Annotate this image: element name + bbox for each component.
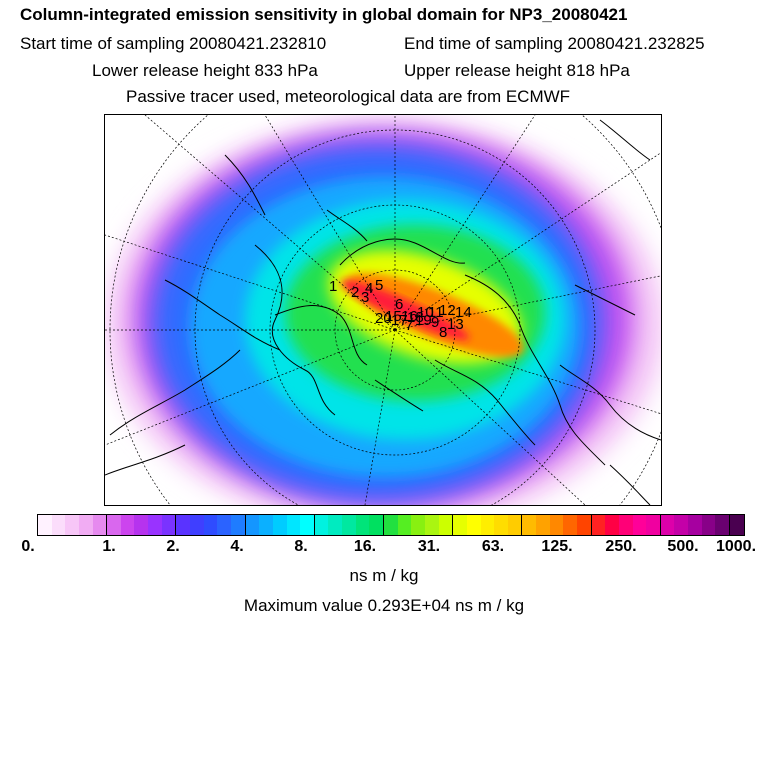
colorbar-segment: [161, 515, 177, 535]
trajectory-labels: 1 2 3 4 5 6 7 8 9 10 11 12 13 14 15 16 1…: [329, 277, 472, 341]
colorbar-tick-label: 1.: [102, 538, 116, 555]
colorbar-segment: [660, 515, 675, 535]
colorbar-segment: [466, 515, 481, 535]
colorbar-segment: [591, 515, 606, 535]
map-label: 12: [439, 302, 456, 319]
colorbar-segment: [688, 515, 702, 535]
map-label: 6: [395, 296, 403, 313]
colorbar-segment: [549, 515, 564, 535]
map-label: 16: [401, 308, 418, 325]
colorbar-segment: [605, 515, 619, 535]
colorbar-segment: [259, 515, 273, 535]
colorbar-segment: [424, 515, 439, 535]
map-label: 15: [385, 308, 402, 325]
colorbar-segment: [494, 515, 508, 535]
colorbar-segment: [411, 515, 425, 535]
map-label: 13: [447, 316, 464, 333]
colorbar-segment: [438, 515, 454, 535]
colorbar-segment: [286, 515, 301, 535]
colorbar-tick-label: 4.: [230, 538, 244, 555]
map-label: 4: [365, 280, 373, 297]
colorbar-tick-label: 8.: [294, 538, 308, 555]
maximum-value-text: Maximum value 0.293E+04 ns m / kg: [243, 596, 525, 615]
colorbar-segment: [576, 515, 592, 535]
colorbar-segment: [480, 515, 495, 535]
colorbar-segment: [328, 515, 343, 535]
colorbar-segment: [107, 515, 121, 535]
colorbar-segment: [536, 515, 550, 535]
map-label: 3: [361, 289, 369, 306]
colorbar-units: ns m / kg: [349, 566, 419, 585]
coastlines: [105, 119, 661, 505]
colorbar-segment: [563, 515, 577, 535]
colorbar-segment: [715, 515, 731, 535]
colorbar-segment: [134, 515, 149, 535]
colorbar-segment: [646, 515, 661, 535]
colorbar-segment: [120, 515, 135, 535]
colorbar-segment: [300, 515, 315, 535]
colorbar-segment: [92, 515, 108, 535]
colorbar-segment: [730, 515, 744, 535]
tracer-info-text: Passive tracer used, meteorological data…: [126, 87, 571, 106]
colorbar-segment: [397, 515, 412, 535]
colorbar-tick-label: 500.: [667, 538, 699, 555]
map-label: 11: [428, 304, 444, 321]
colorbar-segment: [384, 515, 398, 535]
colorbar-segment: [369, 515, 385, 535]
map-label: 7: [405, 317, 413, 334]
end-time-text: End time of sampling 20080421.232825: [404, 34, 705, 53]
colorbar-tick-label: 125.: [541, 538, 573, 555]
chart-title: Column-integrated emission sensitivity i…: [20, 5, 628, 24]
colorbar-segment: [38, 515, 52, 535]
map-label: 1: [329, 278, 337, 295]
map-label: 10: [417, 304, 434, 321]
colorbar-segment: [217, 515, 231, 535]
colorbar-segment: [65, 515, 79, 535]
map-canvas: 1 2 3 4 5 6 7 8 9 10 11 12 13 14 15 16 1…: [105, 115, 661, 505]
colorbar-segment: [230, 515, 246, 535]
colorbar-segment: [355, 515, 370, 535]
colorbar-segment: [245, 515, 260, 535]
plume-red-core: [340, 280, 470, 340]
map-label: 14: [455, 304, 472, 321]
map-label: 2: [351, 284, 359, 301]
colorbar-tick-label: 0.: [21, 538, 35, 555]
colorbar-segment: [314, 515, 329, 535]
colorbar-segment: [674, 515, 689, 535]
colorbar-tick-label: 2.: [166, 538, 180, 555]
colorbar-segment: [701, 515, 716, 535]
colorbar-segment: [522, 515, 537, 535]
colorbar-tick-label: 1000.: [715, 538, 757, 555]
colorbar: [37, 514, 745, 536]
colorbar-tick-label: 31.: [417, 538, 441, 555]
map-label: 5: [375, 277, 383, 294]
colorbar-segment: [190, 515, 204, 535]
graticule: [105, 115, 661, 505]
colorbar-segment: [507, 515, 523, 535]
colorbar-segment: [632, 515, 647, 535]
colorbar-segment: [176, 515, 191, 535]
colorbar-segment: [148, 515, 162, 535]
map-label: 8: [439, 324, 447, 341]
map-label: 19: [415, 312, 432, 329]
lower-release-height-text: Lower release height 833 hPa: [92, 61, 318, 80]
colorbar-tick-label: 250.: [605, 538, 637, 555]
colorbar-segment: [51, 515, 66, 535]
map-label: 17: [391, 312, 408, 329]
colorbar-segment: [272, 515, 287, 535]
map-label: 20: [375, 310, 392, 327]
colorbar-segment: [78, 515, 93, 535]
map-label: 18: [407, 309, 424, 326]
colorbar-segment: [342, 515, 356, 535]
colorbar-segment: [203, 515, 218, 535]
colorbar-segment: [618, 515, 633, 535]
colorbar-tick-label: 63.: [481, 538, 505, 555]
colorbar-segment: [453, 515, 467, 535]
map-label: 9: [431, 314, 439, 331]
upper-release-height-text: Upper release height 818 hPa: [404, 61, 630, 80]
sensitivity-map: 1 2 3 4 5 6 7 8 9 10 11 12 13 14 15 16 1…: [104, 114, 662, 506]
start-time-text: Start time of sampling 20080421.232810: [20, 34, 327, 53]
colorbar-tick-label: 16.: [353, 538, 377, 555]
